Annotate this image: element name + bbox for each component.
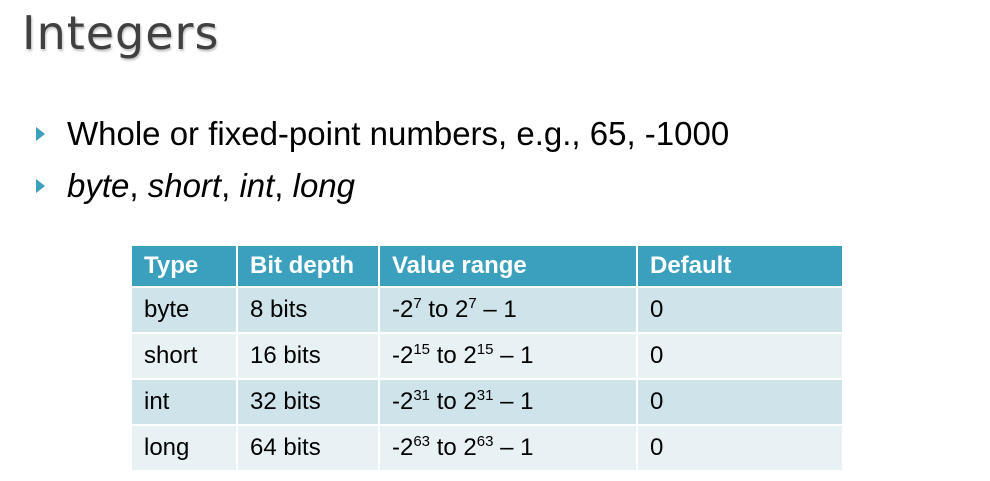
bullet-text-definition: Whole or fixed-point numbers, e.g., 65, … [67, 115, 730, 152]
cell-default: 0 [636, 332, 844, 380]
table-header-row: Type Bit depth Value range Default [130, 244, 844, 288]
bullet-item-types: byte, short, int, long [36, 160, 729, 212]
cell-type: int [130, 378, 238, 426]
header-default: Default [636, 244, 844, 288]
bullet-item-definition: Whole or fixed-point numbers, e.g., 65, … [36, 108, 729, 160]
cell-default: 0 [636, 286, 844, 334]
cell-value-range: -215 to 215 – 1 [378, 332, 638, 380]
bullet-arrow-icon [36, 179, 45, 193]
type-separator: , [221, 167, 240, 204]
cell-type: long [130, 424, 238, 472]
integer-types-table: Type Bit depth Value range Default byte … [130, 244, 844, 472]
cell-bit-depth: 64 bits [236, 424, 380, 472]
cell-type: short [130, 332, 238, 380]
table-row: short 16 bits -215 to 215 – 1 0 [130, 332, 844, 380]
cell-default: 0 [636, 378, 844, 426]
cell-bit-depth: 32 bits [236, 378, 380, 426]
type-keyword-short: short [147, 167, 222, 204]
cell-value-range: -27 to 27 – 1 [378, 286, 638, 334]
type-keyword-byte: byte [67, 167, 130, 204]
type-keyword-long: long [292, 167, 356, 204]
table-row: int 32 bits -231 to 231 – 1 0 [130, 378, 844, 426]
cell-bit-depth: 16 bits [236, 332, 380, 380]
cell-value-range: -263 to 263 – 1 [378, 424, 638, 472]
bullet-arrow-icon [36, 127, 45, 141]
header-value-range: Value range [378, 244, 638, 288]
cell-type: byte [130, 286, 238, 334]
header-bit-depth: Bit depth [236, 244, 380, 288]
type-keyword-int: int [239, 167, 275, 204]
header-type: Type [130, 244, 238, 288]
bullet-text-types: byte, short, int, long [67, 167, 355, 205]
cell-default: 0 [636, 424, 844, 472]
bullet-list: Whole or fixed-point numbers, e.g., 65, … [36, 108, 729, 212]
table-row: byte 8 bits -27 to 27 – 1 0 [130, 286, 844, 334]
slide-title: Integers [22, 6, 220, 60]
type-separator: , [129, 167, 148, 204]
cell-value-range: -231 to 231 – 1 [378, 378, 638, 426]
cell-bit-depth: 8 bits [236, 286, 380, 334]
type-separator: , [274, 167, 293, 204]
table-row: long 64 bits -263 to 263 – 1 0 [130, 424, 844, 472]
